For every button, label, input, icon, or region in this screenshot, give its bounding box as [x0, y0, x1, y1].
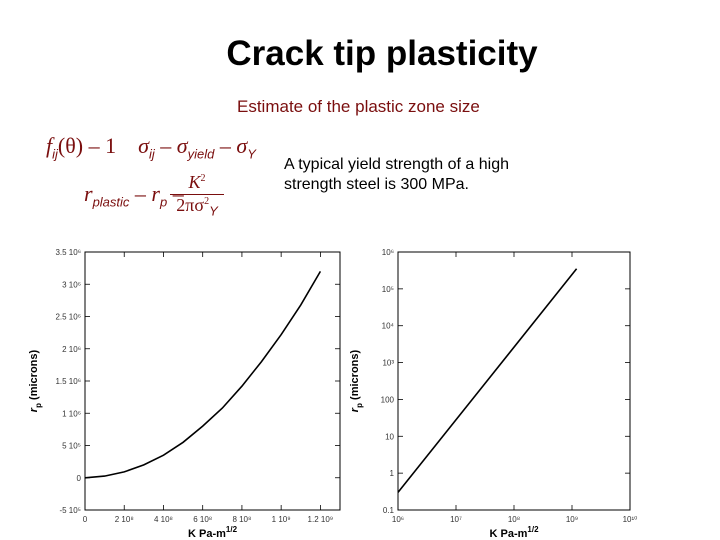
eq-r-p-sub: p [159, 194, 168, 210]
eq-sigma-ij: σ [138, 133, 149, 158]
fraction-bar [170, 194, 224, 195]
chart1-xlabel: K Pa-m1/2 [188, 525, 238, 540]
eq-r-plastic-sub: plastic [92, 194, 130, 210]
equation-fraction: K2 2πσ2Y [168, 172, 226, 219]
eq-frac-den-sub: Y [209, 203, 218, 219]
chart1-ytick-label: 1.5 10⁶ [55, 377, 81, 386]
eq-equals-1: – [160, 133, 172, 158]
chart1-ytick-label: 2.5 10⁶ [55, 313, 81, 322]
chart2-ytick-label: 10³ [382, 359, 394, 368]
chart2-ylabel: rp (microns) [349, 349, 364, 412]
chart2-ytick-label: 1 [390, 469, 395, 478]
eq-r-p: r [151, 181, 160, 206]
chart2-xtick-label: 10¹⁰ [623, 515, 638, 524]
eq-f-sub: ij [52, 146, 58, 162]
chart1-xtick-label: 1.2 10⁹ [308, 515, 334, 524]
eq-r-equals-1: – [134, 181, 146, 206]
eq-sigma-y: σ [236, 133, 248, 158]
eq-frac-num-sup: 2 [200, 173, 206, 184]
eq-sigma-y-sub: Y [247, 146, 256, 162]
chart2-ytick-label: 10 [385, 432, 394, 441]
eq-frac-den-sup: 2 [204, 196, 210, 207]
chart2-xlabel: K Pa-m1/2 [489, 525, 539, 540]
eq-frac-den: 2πσ [176, 195, 205, 215]
chart2-xtick-label: 10⁸ [508, 515, 520, 524]
eq-theta: (θ) – 1 [57, 133, 117, 158]
chart1-xtick-label: 6 10⁸ [193, 515, 212, 524]
chart1-ytick-label: 3 10⁶ [62, 280, 81, 289]
chart1-ytick-label: 3.5 10⁶ [55, 248, 81, 257]
equation-plastic-zone: rplastic – rp – [84, 181, 184, 209]
eq-r-equals-2: – [173, 181, 184, 206]
chart2-ytick-label: 0.1 [383, 506, 395, 515]
chart1-xtick-label: 0 [83, 515, 88, 524]
eq-sigma-ij-sub: ij [148, 146, 155, 162]
eq-f: f [46, 133, 53, 158]
chart1-ylabel: rp (microns) [28, 349, 43, 412]
chart1-ytick-label: 0 [77, 474, 82, 483]
slide-subtitle: Estimate of the plastic zone size [237, 97, 480, 116]
yield-strength-note: A typical yield strength of a high stren… [284, 156, 510, 193]
chart1-ytick-label: 2 10⁶ [62, 345, 81, 354]
chart1-ytick-label: 5 10⁵ [62, 442, 81, 451]
slide-title: Crack tip plasticity [226, 34, 538, 73]
chart2-ytick-label: 10⁴ [382, 322, 395, 331]
chart2-xtick-label: 10⁹ [566, 515, 578, 524]
eq-sigma-yield: σ [176, 133, 188, 158]
eq-r-plastic: r [84, 181, 93, 206]
chart1-ytick-label: 1 10⁶ [62, 409, 81, 418]
chart1-series-line [85, 270, 322, 479]
eq-frac-num: K [188, 172, 201, 192]
chart2-ytick-label: 10⁶ [382, 248, 394, 257]
chart1-ytick-label: -5 10⁵ [59, 506, 81, 515]
equation-stress-function: fij(θ) – 1 σij – σyield – σY [46, 133, 256, 161]
chart1-xtick-label: 2 10⁸ [115, 515, 134, 524]
chart2-ytick-label: 10⁵ [382, 285, 394, 294]
chart2-frame [397, 251, 631, 511]
eq-sigma-yield-sub: yield [187, 146, 215, 162]
chart1-xtick-label: 8 10⁸ [232, 515, 251, 524]
chart1-xtick-label: 4 10⁸ [154, 515, 173, 524]
chart2-xtick-label: 10⁶ [392, 515, 404, 524]
eq-equals-2: – [219, 133, 231, 158]
chart2-ytick-label: 100 [381, 395, 395, 404]
chart2-series-line [397, 268, 578, 493]
chart2-xtick-label: 10⁷ [450, 515, 462, 524]
chart1-xtick-label: 1 10⁹ [272, 515, 291, 524]
